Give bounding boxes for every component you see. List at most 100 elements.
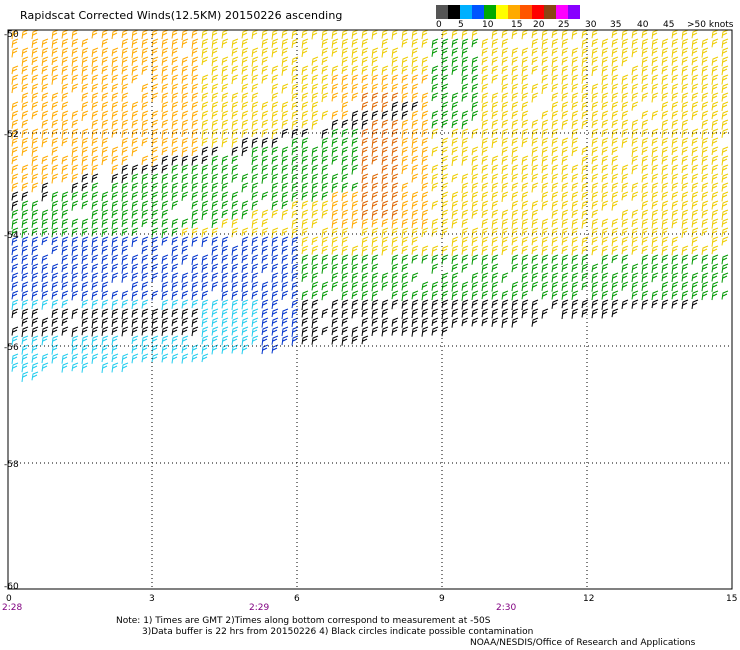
wind-barb (241, 38, 249, 48)
wind-barb (181, 164, 189, 174)
wind-barb (491, 281, 499, 292)
wind-barb (271, 308, 279, 318)
wind-barb (591, 236, 599, 246)
wind-barb (141, 290, 149, 300)
wind-barb (511, 110, 519, 120)
wind-barb (71, 182, 79, 193)
wind-barb (721, 92, 729, 102)
wind-barb (51, 191, 59, 202)
wind-barb (381, 47, 389, 58)
wind-barb (571, 47, 579, 57)
wind-barb (631, 47, 639, 58)
wind-barb (691, 164, 699, 174)
wind-barb (451, 47, 459, 57)
wind-barb (581, 29, 589, 39)
wind-barb (191, 272, 199, 282)
wind-barb (91, 164, 99, 176)
y-tick-label: -52 (4, 130, 19, 140)
wind-barb (271, 281, 279, 291)
wind-barb (361, 92, 369, 102)
wind-barb (331, 218, 339, 229)
wind-barb (131, 353, 139, 364)
wind-barb (151, 173, 159, 184)
wind-barb (81, 344, 89, 354)
wind-barb (71, 227, 79, 237)
wind-barb (531, 137, 539, 147)
wind-barb (531, 317, 539, 327)
wind-barb (371, 146, 379, 157)
wind-barb (401, 155, 409, 166)
wind-barb (321, 263, 329, 274)
wind-barb (541, 119, 549, 130)
wind-barb (451, 155, 459, 167)
wind-barb (21, 236, 29, 247)
wind-barb (621, 74, 629, 85)
wind-barb (481, 290, 489, 300)
wind-barb (501, 272, 509, 283)
wind-barb (281, 272, 289, 283)
wind-barb (331, 146, 339, 157)
wind-barb (51, 38, 59, 49)
wind-barb (301, 317, 309, 327)
wind-barb (61, 281, 69, 291)
wind-barb (661, 209, 669, 220)
wind-barb (31, 290, 39, 301)
wind-barb (11, 173, 19, 184)
wind-barb (51, 137, 59, 147)
wind-barb (501, 119, 509, 129)
wind-barb (571, 200, 579, 211)
wind-barb (691, 38, 699, 49)
wind-barb (21, 29, 29, 39)
wind-barb (691, 101, 699, 112)
wind-barb (551, 173, 559, 184)
wind-barb (401, 74, 409, 84)
wind-barb (31, 101, 39, 111)
wind-barb (111, 173, 119, 183)
wind-barb (461, 119, 469, 130)
wind-barb (211, 245, 219, 256)
wind-barb (291, 281, 299, 291)
wind-barb (371, 209, 379, 221)
wind-barb (201, 155, 209, 165)
wind-barb (431, 245, 439, 256)
wind-barb (261, 218, 269, 228)
wind-barb (441, 137, 449, 147)
wind-barb (81, 38, 89, 48)
wind-barb (421, 173, 429, 184)
wind-barb (561, 299, 569, 309)
wind-barb (141, 155, 149, 165)
wind-barb (281, 326, 289, 337)
wind-barb (221, 29, 229, 39)
wind-barb (111, 200, 119, 212)
wind-barb (551, 137, 559, 147)
wind-barb (251, 236, 259, 247)
wind-barb (81, 299, 89, 309)
wind-barb (41, 83, 49, 93)
wind-barb (351, 83, 359, 94)
wind-barb (651, 173, 659, 183)
wind-barb (331, 128, 339, 138)
wind-barb (181, 92, 189, 103)
wind-barb (381, 272, 389, 283)
wind-barb (541, 236, 549, 247)
legend-label: >50 knots (687, 20, 734, 30)
wind-barb (251, 191, 259, 201)
wind-barb (711, 236, 719, 247)
wind-barb (61, 200, 69, 211)
wind-barb (161, 254, 169, 265)
wind-barb (411, 191, 419, 202)
wind-barb (311, 209, 319, 219)
wind-barb (121, 272, 129, 283)
wind-barb (471, 236, 479, 246)
wind-barb (61, 110, 69, 122)
wind-barb (201, 254, 209, 266)
wind-barb (471, 191, 479, 202)
wind-barb (431, 299, 439, 310)
wind-barb (571, 173, 579, 183)
wind-barb (211, 146, 219, 156)
wind-barb (551, 29, 559, 39)
wind-barb (101, 83, 109, 93)
wind-barb (161, 83, 169, 93)
wind-barb (191, 191, 199, 201)
wind-barb (241, 344, 249, 355)
